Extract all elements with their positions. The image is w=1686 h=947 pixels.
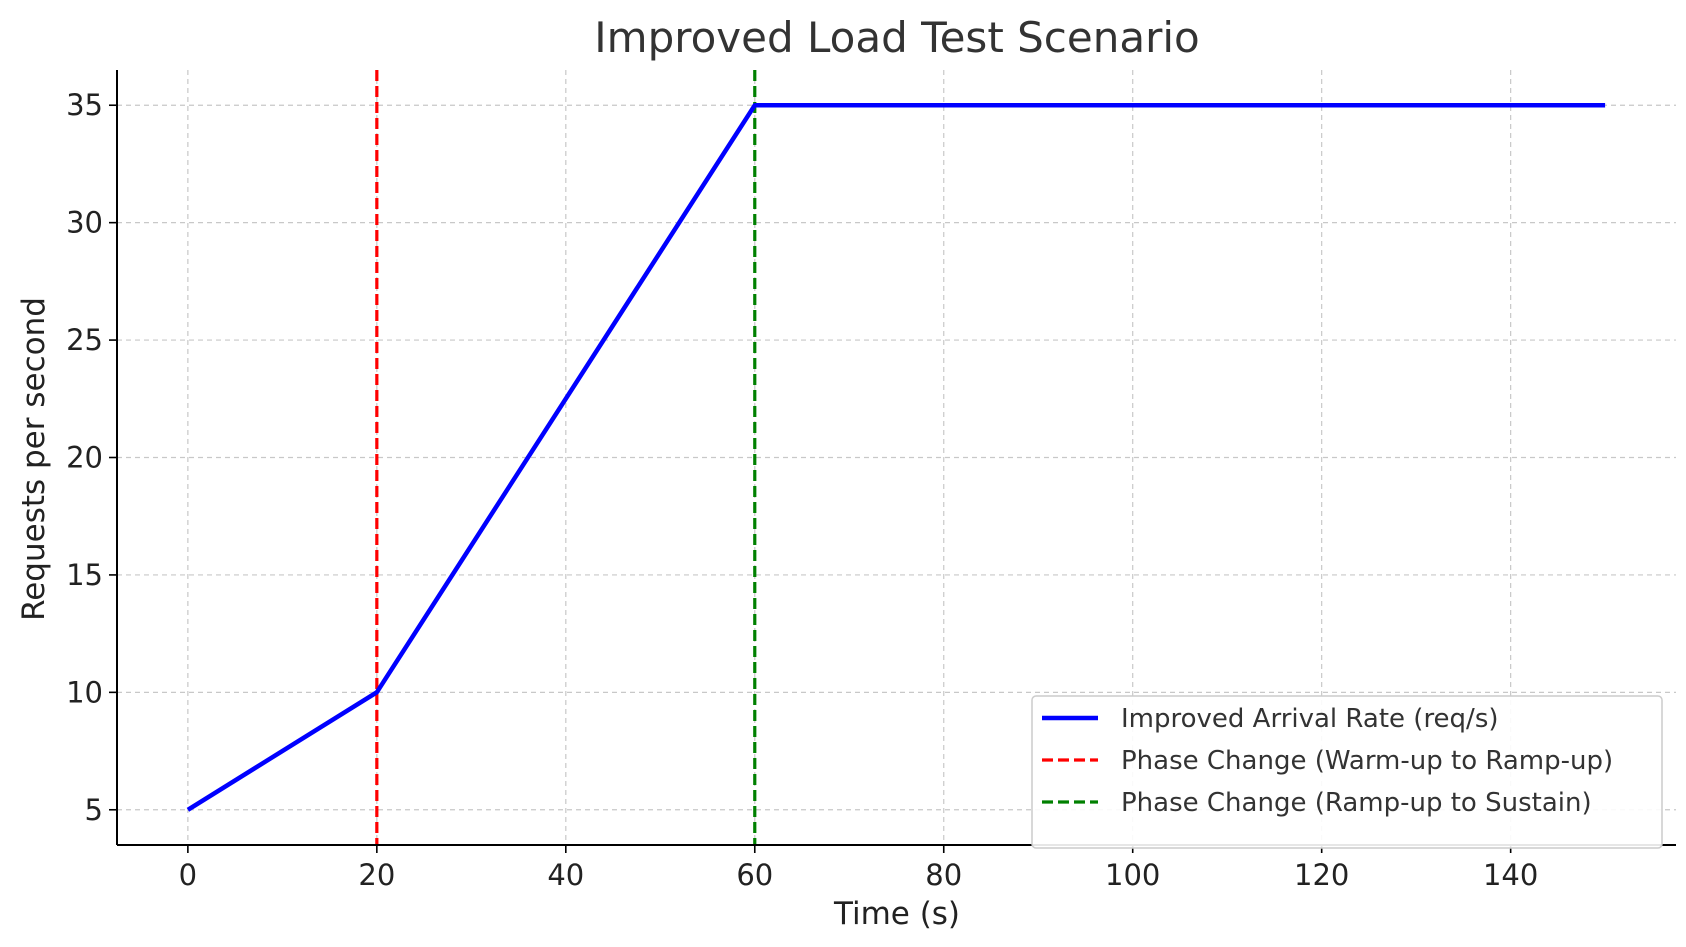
x-ticks: 0 20 40 60 80 100 120 140 [179,845,1538,892]
phase-change-lines [375,70,757,845]
y-axis-label: Requests per second [16,297,52,621]
x-tick-label: 100 [1105,858,1160,892]
y-tick-label: 5 [85,793,103,827]
x-tick-label: 40 [547,858,584,892]
y-tick-label: 20 [66,441,103,475]
legend-label: Phase Change (Warm-up to Ramp-up) [1121,746,1613,776]
y-tick-label: 30 [66,206,103,240]
x-tick-label: 60 [736,858,773,892]
series-line [186,102,1606,812]
x-tick-label: 120 [1294,858,1349,892]
x-tick-label: 0 [179,858,197,892]
legend-box [1031,695,1663,849]
legend: Improved Arrival Rate (req/s) Phase Chang… [1031,695,1663,849]
series-lines [186,102,1606,812]
legend-label: Phase Change (Ramp-up to Sustain) [1121,788,1592,818]
legend-label: Improved Arrival Rate (req/s) [1121,704,1499,734]
y-tick-label: 25 [66,323,103,357]
y-tick-label: 15 [66,558,103,592]
y-tick-label: 10 [66,675,103,709]
y-tick-label: 35 [66,88,103,122]
x-tick-label: 140 [1483,858,1538,892]
chart-title: Improved Load Test Scenario [594,13,1199,62]
x-tick-label: 20 [358,858,395,892]
x-axis-label: Time (s) [833,896,960,932]
y-ticks: 5 10 15 20 25 30 35 [66,88,117,827]
x-tick-label: 80 [925,858,962,892]
